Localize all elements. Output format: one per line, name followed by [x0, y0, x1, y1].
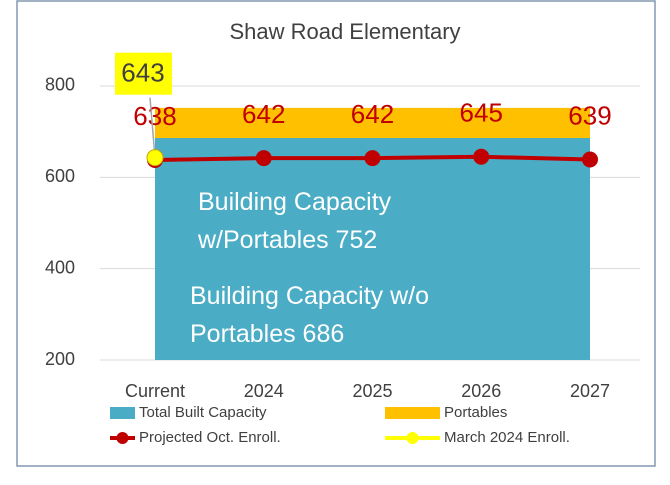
- chart-title: Shaw Road Elementary: [229, 19, 460, 44]
- data-label: 642: [351, 99, 394, 129]
- legend-swatch: [406, 432, 419, 444]
- y-tick-label: 400: [45, 257, 75, 277]
- data-label: 642: [242, 99, 285, 129]
- y-tick-label: 800: [45, 75, 75, 95]
- x-tick-label: Current: [125, 381, 185, 401]
- annotation-text: Building Capacity w/Portables 752: [198, 188, 392, 254]
- annotation: Building Capacity w/o Portables 686: [190, 282, 430, 348]
- area: [155, 138, 590, 360]
- point: [255, 150, 272, 167]
- point: [364, 150, 381, 167]
- legend-label: Projected Oct. Enroll.: [139, 429, 281, 446]
- y-tick-label: 200: [45, 349, 75, 369]
- x-tick-label: 2025: [352, 381, 392, 401]
- data-label: 639: [568, 100, 611, 130]
- annotation-text: Building Capacity w/o Portables 686: [190, 282, 430, 348]
- legend-label: Portables: [444, 404, 507, 421]
- point: [146, 149, 164, 167]
- x-tick-label: 2026: [461, 381, 501, 401]
- x-tick-label: 2027: [570, 381, 610, 401]
- legend-swatch: [116, 432, 129, 444]
- data-label: 638: [133, 101, 176, 131]
- data-label: 643: [121, 58, 164, 88]
- area: [155, 107, 590, 139]
- x-tick-label: 2024: [244, 381, 284, 401]
- data-label-bg: [115, 52, 172, 95]
- point: [582, 151, 598, 168]
- legend-label: Total Built Capacity: [139, 404, 267, 421]
- plot-area: 200 400 600 800 Current 2024 2025 2026 2027 638 64…: [45, 52, 640, 401]
- legend-swatch: [110, 407, 135, 419]
- data-label: 645: [460, 98, 503, 128]
- y-tick-label: 600: [45, 166, 75, 186]
- legend-label: March 2024 Enroll.: [444, 429, 570, 446]
- leader-line: [149, 97, 156, 158]
- annotation: Building Capacity w/Portables 752: [198, 188, 392, 254]
- point: [473, 148, 490, 165]
- legend-swatch: [385, 407, 440, 419]
